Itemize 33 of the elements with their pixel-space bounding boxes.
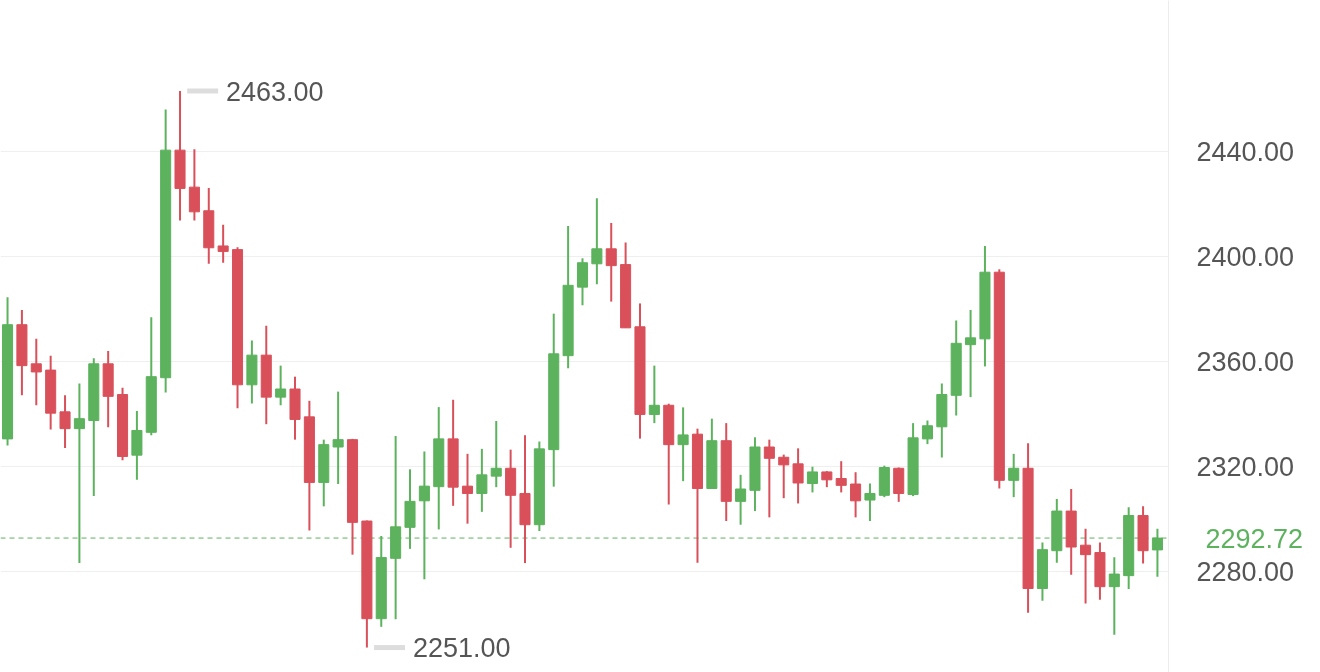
y-tick-label: 2440.00 — [1196, 136, 1295, 167]
candlestick — [332, 390, 344, 486]
candlestick — [965, 308, 977, 399]
candlestick — [735, 473, 747, 526]
candlestick — [605, 222, 617, 303]
candlestick — [1080, 527, 1092, 605]
annotation: 2251.00 — [412, 633, 511, 664]
candlestick — [461, 452, 474, 525]
candlestick — [792, 447, 804, 505]
candlestick — [490, 420, 502, 489]
candlestick — [30, 337, 42, 407]
candlestick — [864, 482, 876, 523]
candlestick — [677, 406, 689, 483]
candlestick — [806, 465, 818, 494]
y-tick-label: 2360.00 — [1196, 346, 1295, 377]
y-tick-label: 2320.00 — [1196, 451, 1295, 482]
candlestick — [850, 471, 862, 519]
candlestick — [648, 364, 660, 425]
annotation: 2463.00 — [226, 76, 324, 107]
candlestick — [1108, 556, 1120, 636]
candlestick — [591, 197, 603, 286]
candlestick — [835, 460, 847, 494]
candlestick — [778, 453, 790, 500]
y-tick-label: 2280.00 — [1196, 556, 1295, 587]
candlestick — [476, 447, 488, 513]
ref-line-label: 2292.72 — [1205, 523, 1304, 554]
candlestick — [275, 364, 287, 407]
candlestick — [921, 419, 933, 446]
y-tick-label: 2400.00 — [1196, 241, 1295, 272]
candlestick — [763, 438, 775, 519]
candlestick — [1008, 452, 1020, 499]
candlestick — [59, 394, 71, 450]
candlestick — [217, 223, 229, 264]
